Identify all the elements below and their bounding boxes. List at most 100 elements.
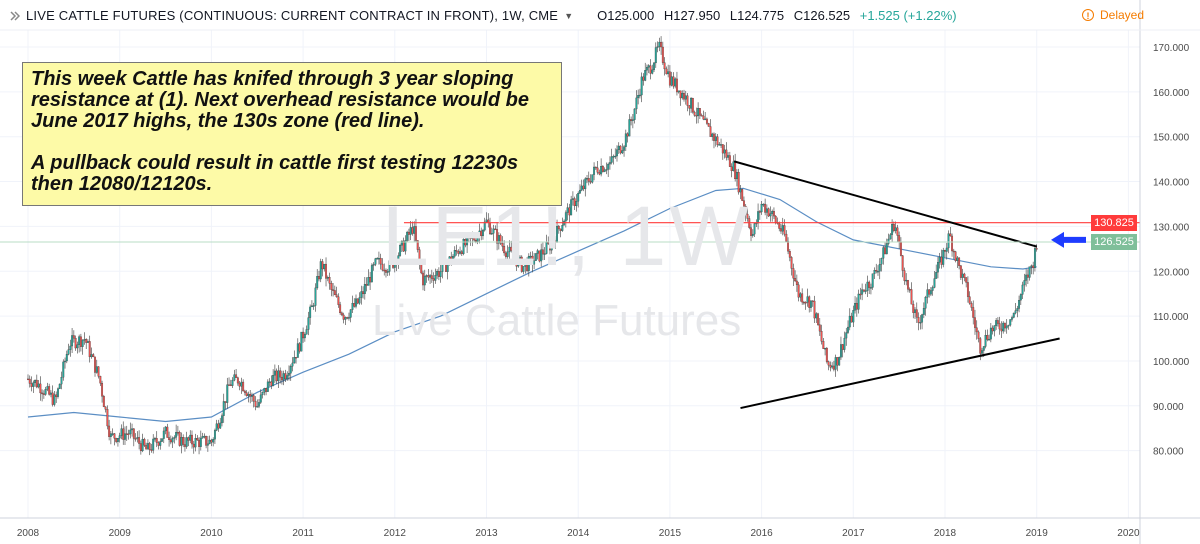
collapse-icon[interactable] <box>8 10 21 22</box>
candle-up <box>349 309 352 318</box>
ohlc-values: O125.000 H127.950 L124.775 C126.525 +1.5… <box>597 8 962 23</box>
candle-up <box>956 257 959 261</box>
candle-down <box>974 317 976 328</box>
y-tick-label: 150.000 <box>1153 133 1190 144</box>
candle-down <box>901 255 904 271</box>
candle-up <box>614 155 617 158</box>
candle-up <box>351 303 354 310</box>
candle-up <box>824 347 827 350</box>
candle-down <box>912 303 915 313</box>
x-tick-label: 2016 <box>750 528 773 539</box>
candle-up <box>1014 310 1017 314</box>
candle-down <box>457 251 460 254</box>
candle-up <box>929 290 932 295</box>
candle-down <box>896 227 899 236</box>
delayed-badge[interactable]: ! Delayed <box>1082 8 1144 22</box>
candle-up <box>720 144 722 146</box>
candle-down <box>337 296 340 305</box>
y-tick-label: 100.000 <box>1153 357 1190 368</box>
candle-down <box>420 262 423 274</box>
candle-up <box>995 320 998 326</box>
candle-up <box>347 317 350 319</box>
candle-down <box>102 396 105 408</box>
candle-down <box>48 386 51 395</box>
candle-down <box>822 341 825 349</box>
candle-down <box>705 118 708 124</box>
candle-down <box>512 250 514 257</box>
candle-down <box>85 339 88 343</box>
candle-up <box>393 260 396 268</box>
candle-down <box>827 361 830 366</box>
candle-down <box>598 172 601 175</box>
candle-up <box>723 149 726 154</box>
resistance-price-tag: 130.825 <box>1091 214 1137 231</box>
candle-up <box>293 357 296 364</box>
candle-down <box>242 381 245 392</box>
candle-down <box>42 393 45 395</box>
candle-up <box>213 430 216 440</box>
candle-down <box>954 251 957 261</box>
candle-down <box>134 438 137 440</box>
symbol-title[interactable]: LIVE CATTLE FUTURES (CONTINUOUS: CURRENT… <box>26 8 559 23</box>
candle-down <box>340 312 343 316</box>
candle-up <box>769 213 772 217</box>
candle-down <box>774 215 777 223</box>
candle-up <box>674 78 677 87</box>
candle-down <box>686 95 689 106</box>
candle-up <box>372 264 375 266</box>
candle-up <box>60 377 63 385</box>
candle-up <box>1025 274 1028 281</box>
candle-up <box>656 46 659 48</box>
candle-down <box>176 432 179 434</box>
candle-up <box>591 174 594 183</box>
candle-up <box>762 203 765 206</box>
candle-up <box>208 439 211 445</box>
candle-up <box>566 207 569 213</box>
candle-up <box>621 150 624 154</box>
candle-up <box>527 256 530 271</box>
candle-up <box>258 402 260 407</box>
candle-up <box>116 438 119 442</box>
candle-up <box>289 366 292 374</box>
candle-down <box>97 366 100 377</box>
candle-down <box>473 237 476 241</box>
candle-up <box>616 149 618 157</box>
chevron-down-icon[interactable]: ▼ <box>564 10 574 21</box>
candle-down <box>672 76 675 87</box>
candle-up <box>65 354 68 362</box>
candle-down <box>430 275 433 279</box>
candle-up <box>71 335 74 347</box>
candle-down <box>778 223 781 229</box>
candle-down <box>601 166 604 172</box>
candle-down <box>415 226 417 241</box>
candle-up <box>189 434 192 441</box>
candle-up <box>247 393 250 396</box>
candle-down <box>437 271 440 277</box>
candle-down <box>573 198 576 207</box>
candle-up <box>452 256 454 262</box>
candle-down <box>892 224 895 231</box>
candle-up <box>206 443 209 446</box>
candle-down <box>531 255 534 265</box>
candle-up <box>425 275 428 277</box>
candle-down <box>750 227 752 236</box>
candle-down <box>804 302 807 304</box>
candle-up <box>81 339 84 347</box>
candle-up <box>924 297 927 309</box>
candle-up <box>436 271 439 276</box>
annotation-note[interactable]: This week Cattle has knifed through 3 ye… <box>22 62 562 206</box>
candle-down <box>1035 248 1038 250</box>
candle-up <box>938 256 941 263</box>
candle-up <box>199 437 202 447</box>
candle-up <box>141 438 144 452</box>
candle-up <box>905 279 908 282</box>
y-tick-label: 120.000 <box>1153 267 1190 278</box>
candle-down <box>101 383 104 397</box>
candle-down <box>559 228 562 231</box>
candle-up <box>522 266 525 272</box>
candle-up <box>462 239 465 254</box>
candle-down <box>150 449 153 451</box>
x-tick-label: 2012 <box>384 528 407 539</box>
candle-up <box>1011 317 1013 320</box>
candle-up <box>517 257 520 267</box>
